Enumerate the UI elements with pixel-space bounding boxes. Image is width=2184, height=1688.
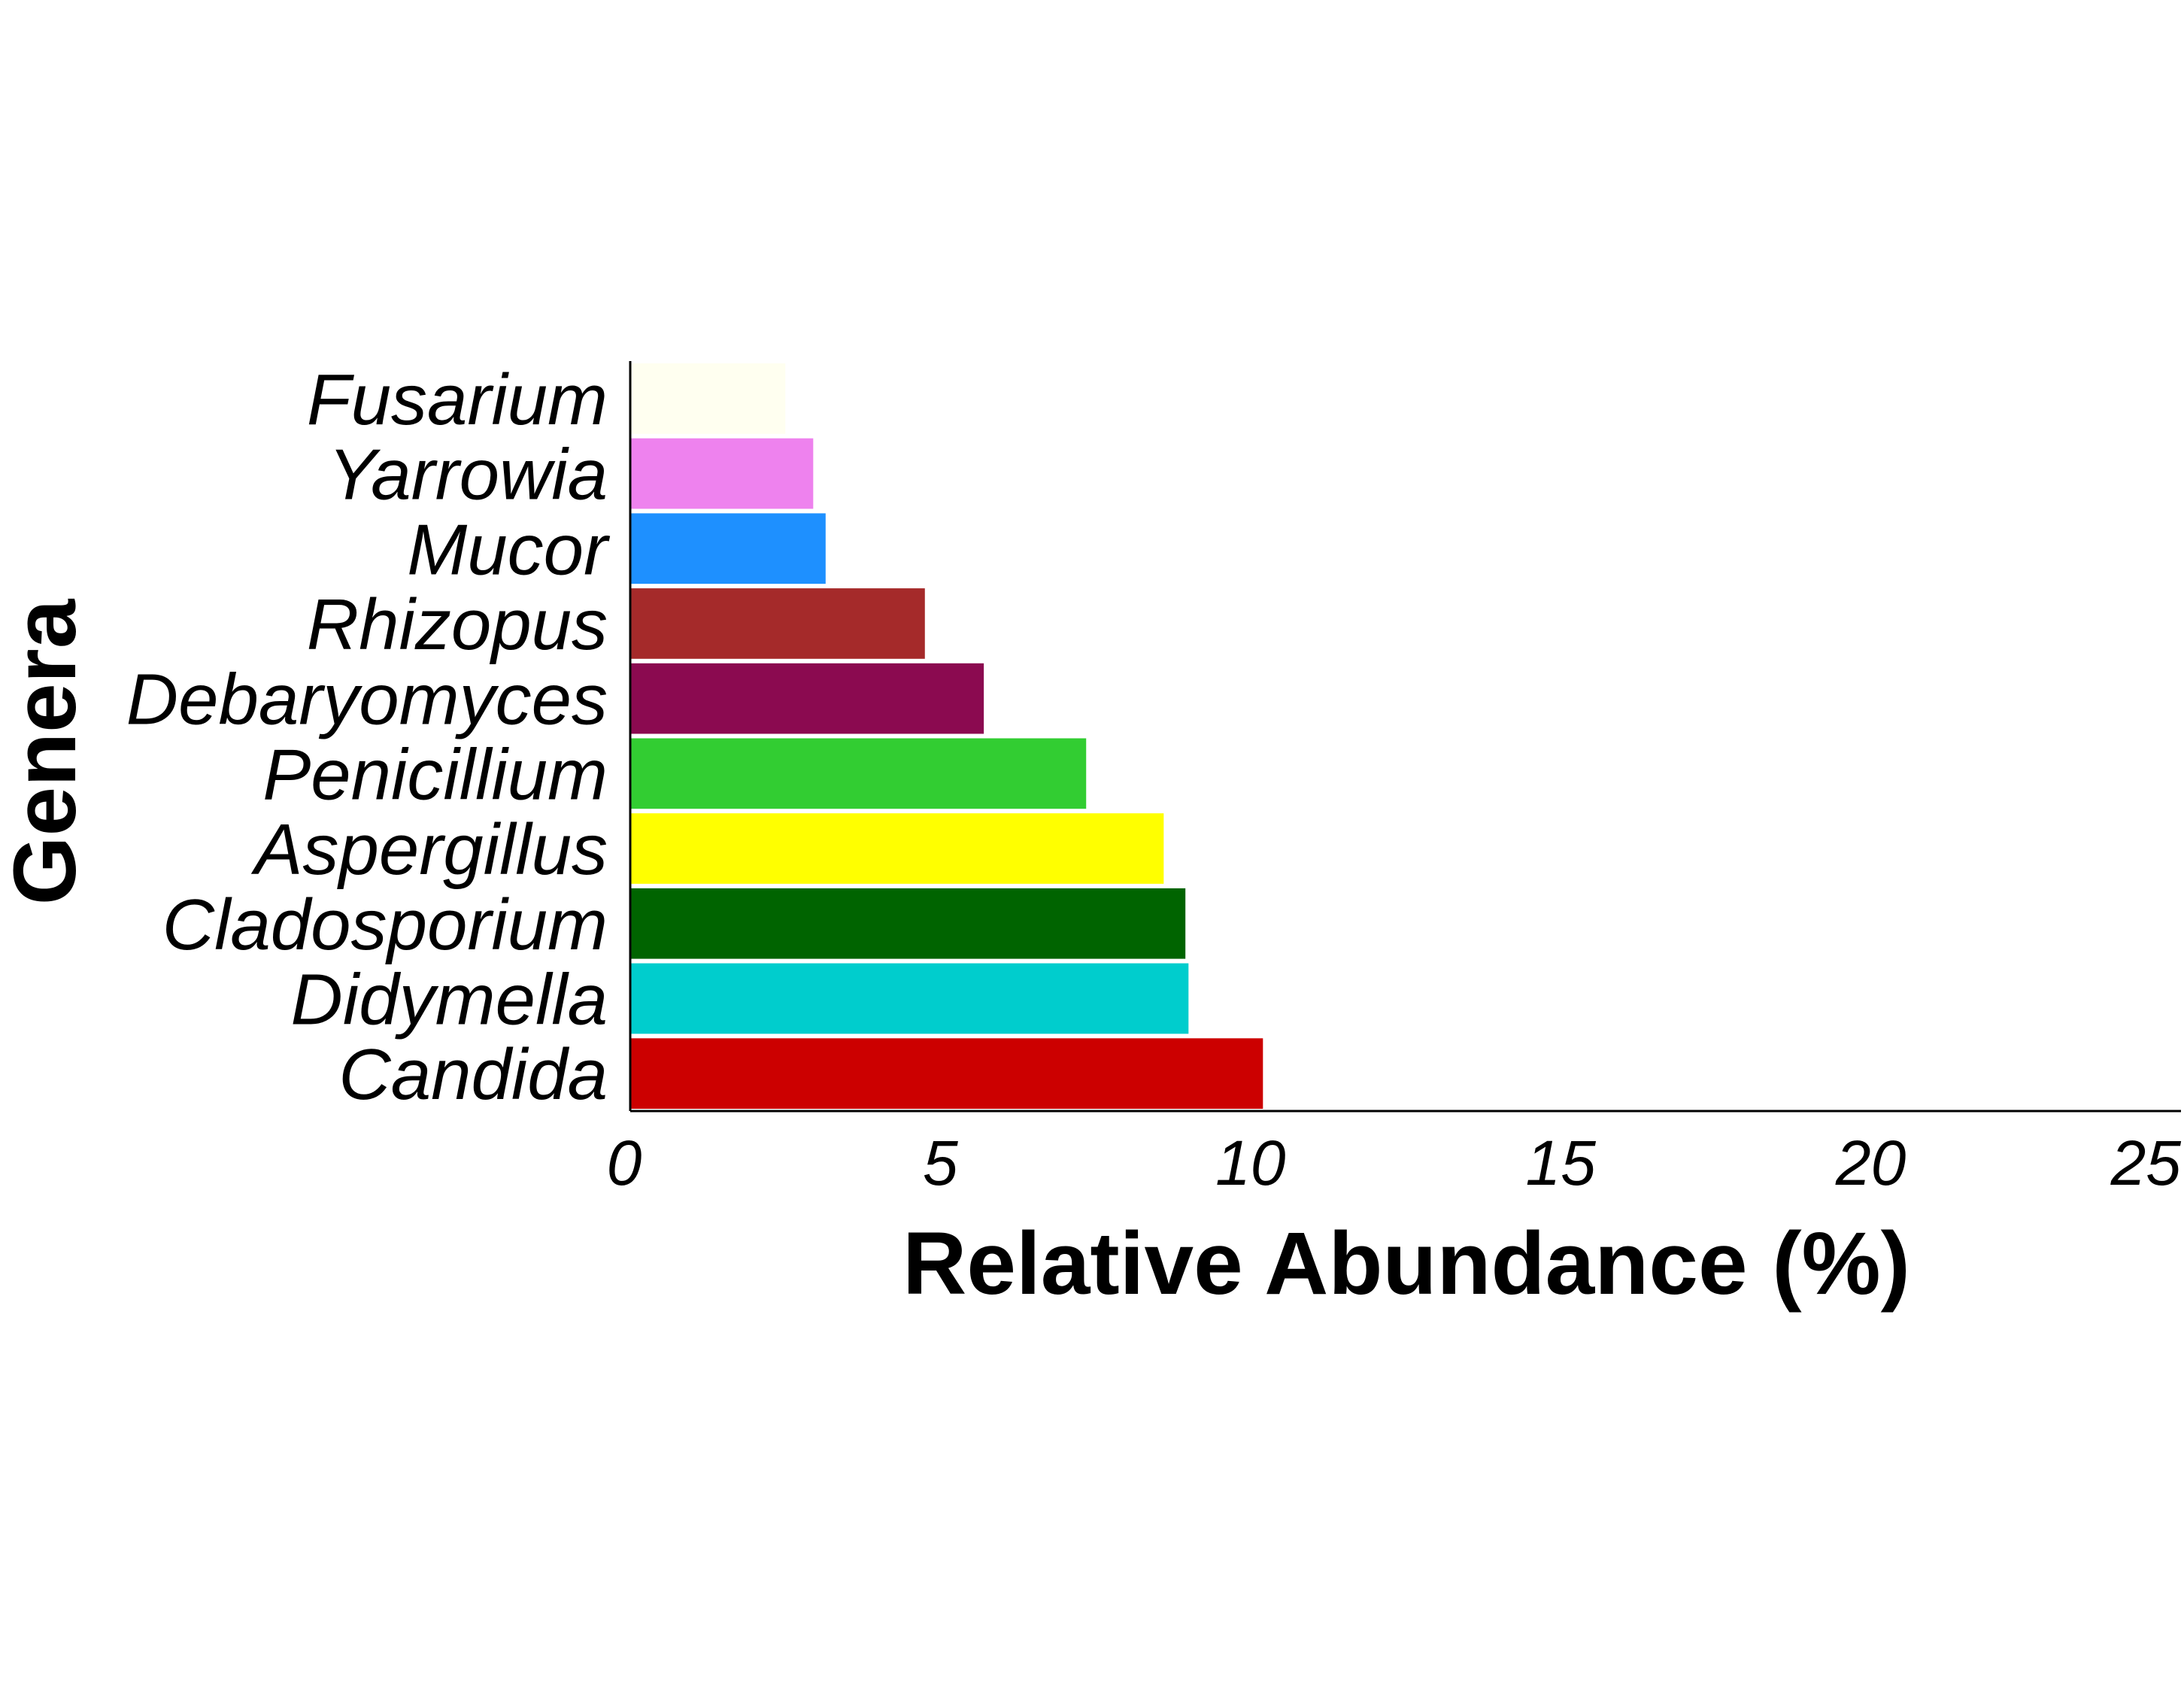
bar-penicillium [630, 738, 1087, 809]
x-tick-label-5: 5 [923, 1128, 958, 1198]
category-label-debaryomyces: Debaryomyces [126, 660, 608, 740]
category-label-candida: Candida [338, 1034, 608, 1115]
x-tick-label-15: 15 [1525, 1128, 1596, 1198]
y-axis-title: Genera [0, 598, 95, 905]
bar-aspergillus [630, 813, 1164, 884]
genus-labels-group: CandidaDidymellaCladosporiumAspergillusP… [126, 360, 611, 1115]
x-axis-title: Relative Abundance (%) [902, 1214, 1910, 1313]
bars-group [630, 363, 1263, 1109]
bar-didymella [630, 963, 1189, 1034]
bar-rhizopus [630, 588, 925, 659]
category-label-fusarium: Fusarium [307, 360, 608, 440]
category-label-penicillium: Penicillium [262, 734, 608, 815]
category-label-rhizopus: Rhizopus [307, 584, 608, 665]
bar-fusarium [630, 363, 786, 434]
x-tick-label-0: 0 [607, 1128, 642, 1198]
x-tick-label-25: 25 [2110, 1128, 2182, 1198]
category-label-mucor: Mucor [407, 509, 611, 590]
bar-candida [630, 1038, 1263, 1109]
bar-cladosporium [630, 888, 1186, 959]
category-label-didymella: Didymella [291, 959, 608, 1040]
category-label-cladosporium: Cladosporium [162, 885, 608, 965]
x-tick-labels-group: 0 5 10 15 20 25 [607, 1128, 2182, 1198]
x-tick-label-10: 10 [1215, 1128, 1286, 1198]
bar-debaryomyces [630, 663, 984, 734]
x-tick-label-20: 20 [1835, 1128, 1906, 1198]
category-label-yarrowia: Yarrowia [328, 435, 608, 515]
category-label-aspergillus: Aspergillus [250, 809, 608, 890]
bar-mucor [630, 513, 826, 584]
bar-yarrowia [630, 438, 814, 509]
